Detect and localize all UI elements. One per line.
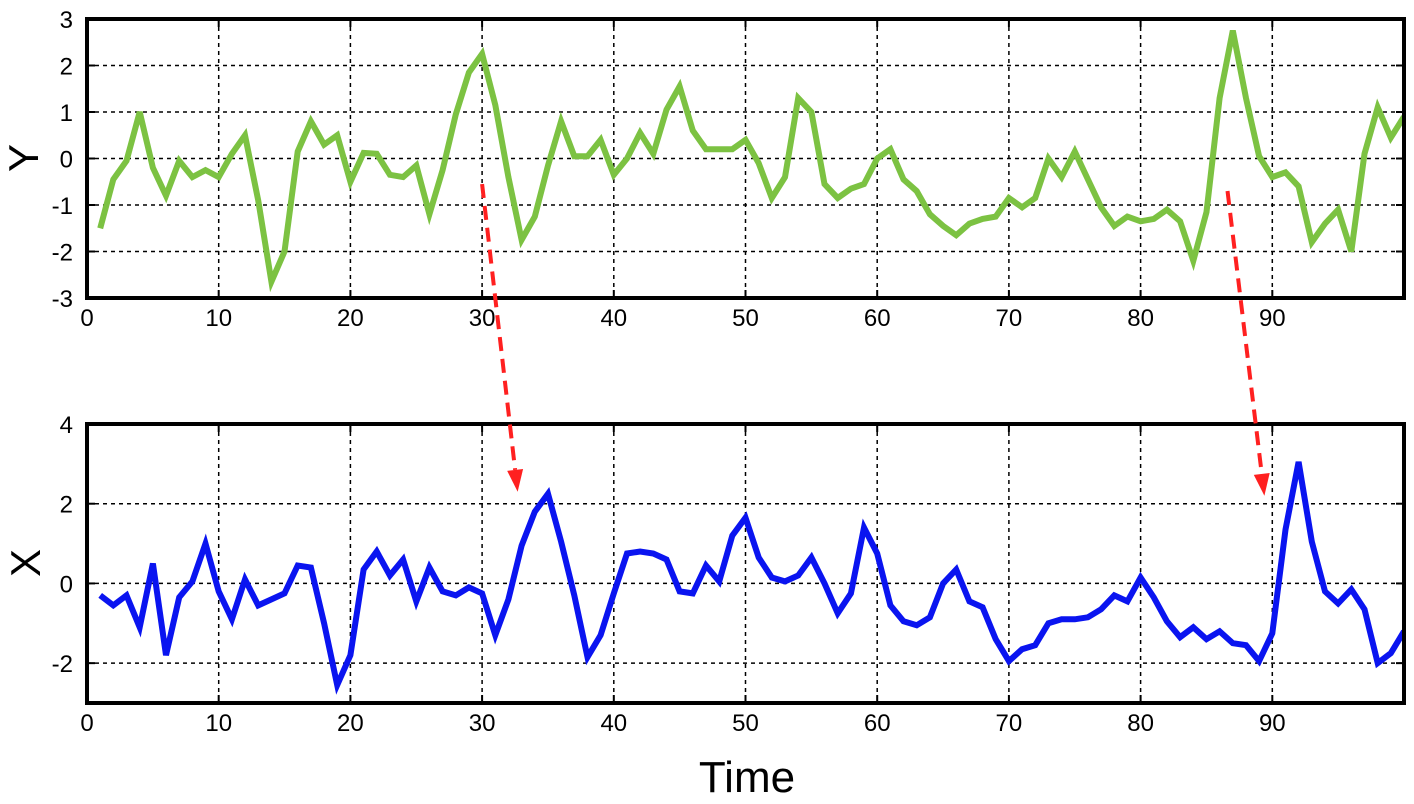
lag-arrow-shaft: [1225, 190, 1264, 475]
x-panel-xtick-label: 70: [996, 710, 1023, 737]
x-panel-ytick-label: -2: [52, 651, 73, 678]
x-panel-xtick-label: 80: [1127, 710, 1154, 737]
x-panel-xtick-label: 40: [600, 710, 627, 737]
y-panel-grid: [87, 19, 1404, 298]
y-panel-ytick-label: 1: [60, 100, 73, 127]
x-axis-label-left: X: [2, 549, 49, 577]
y-panel-xtick-label: 10: [205, 305, 232, 332]
y-panel-xtick-label: 0: [80, 305, 93, 332]
x-panel-xtick-label: 30: [469, 710, 496, 737]
y-panel-ytick-label: 3: [60, 7, 73, 34]
lag-arrow-head: [507, 468, 524, 492]
x-panel-xtick-label: 60: [864, 710, 891, 737]
y-panel-xtick-label: 40: [600, 305, 627, 332]
lag-arrow-shaft: [480, 183, 518, 471]
y-panel-series-line: [97, 30, 1404, 293]
x-series: [98, 461, 1404, 695]
y-panel-ytick-label: -3: [52, 286, 73, 313]
y-panel-xtick-label: 20: [337, 305, 364, 332]
y-panel-ytick-label: -1: [52, 193, 73, 220]
x-panel-xtick-label: 0: [80, 710, 93, 737]
lag-arrows: [480, 183, 1270, 496]
y-panel: 0 10 20 30 40 50 60 70 80 90 -3 -2 -1 0 1 2 3 Y: [0, 7, 1406, 332]
y-axis-label: Y: [0, 144, 47, 172]
x-panel-xtick-label: 10: [205, 710, 232, 737]
y-series: [97, 30, 1404, 293]
y-panel-ticks: 0 10 20 30 40 50 60 70 80 90 -3 -2 -1 0 1 2 3: [52, 7, 1404, 332]
y-panel-xtick-label: 80: [1127, 305, 1154, 332]
x-panel-xtick-label: 50: [732, 710, 759, 737]
y-panel-xtick-label: 70: [996, 305, 1023, 332]
x-panel-ytick-label: 2: [60, 492, 73, 519]
x-panel-ticks: 0 10 20 30 40 50 60 70 80 90 -2 0 2 4: [52, 412, 1404, 737]
x-panel-ytick-label: 0: [60, 571, 73, 598]
x-panel-ytick-label: 4: [60, 412, 73, 439]
y-panel-xtick-label: 60: [864, 305, 891, 332]
x-panel-xtick-label: 90: [1259, 710, 1286, 737]
x-panel: 0 10 20 30 40 50 60 70 80 90 -2 0 2 4 X Time: [2, 412, 1406, 802]
y-panel-ytick-label: -2: [52, 240, 73, 267]
y-panel-xtick-label: 50: [732, 305, 759, 332]
x-panel-grid: [87, 424, 1404, 703]
y-panel-ytick-label: 0: [60, 147, 73, 174]
x-panel-series-line: [98, 461, 1404, 695]
lag-arrow-head: [1253, 472, 1270, 496]
y-panel-xtick-label: 30: [469, 305, 496, 332]
x-panel-xtick-label: 20: [337, 710, 364, 737]
y-panel-xtick-label: 90: [1259, 305, 1286, 332]
time-axis-label: Time: [699, 753, 795, 802]
y-panel-ytick-label: 2: [60, 54, 73, 81]
